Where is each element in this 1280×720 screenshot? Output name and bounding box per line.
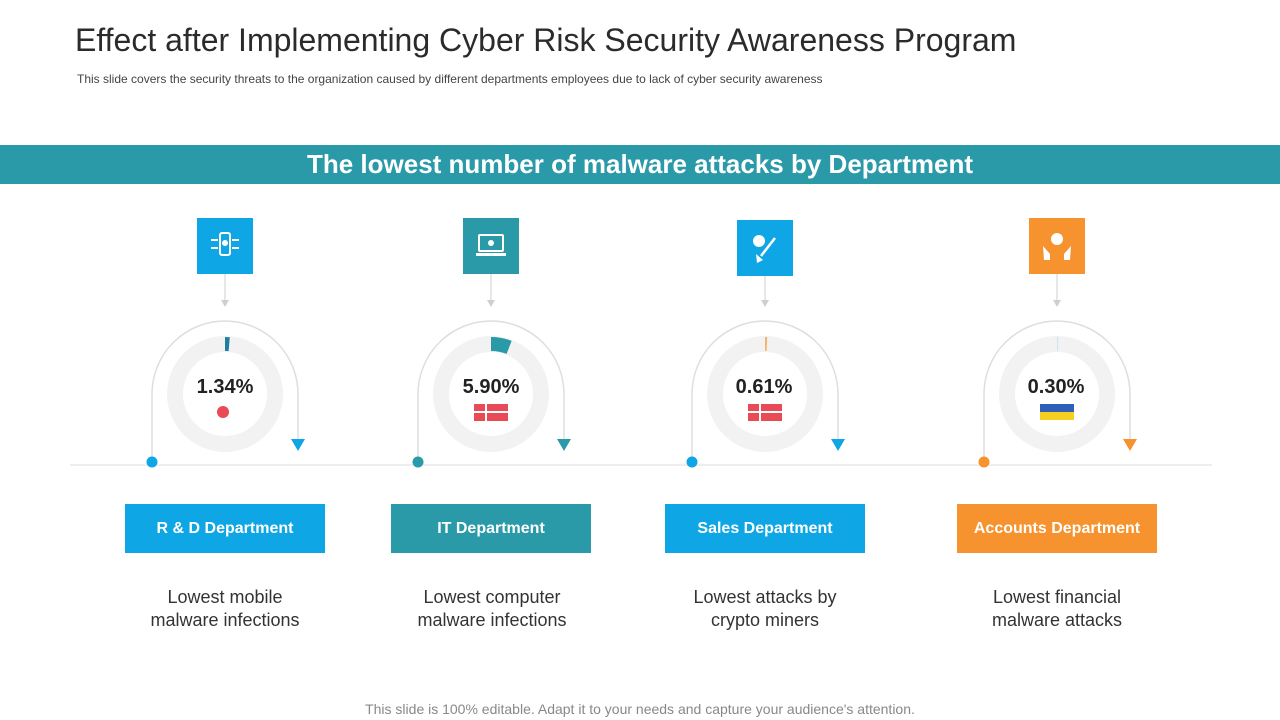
gauge-arrowhead — [291, 439, 305, 451]
crypto-mining-icon — [737, 220, 793, 276]
percent-value: 0.61% — [735, 376, 793, 398]
money-hands-icon — [1029, 218, 1085, 274]
department-label: R & D Department — [125, 504, 325, 553]
banner-text: The lowest number of malware attacks by … — [306, 149, 974, 179]
percent-value: 1.34% — [196, 376, 254, 398]
timeline-dot — [146, 456, 158, 468]
description-line: crypto miners — [710, 610, 820, 630]
footer-note: This slide is 100% editable. Adapt it to… — [365, 701, 915, 717]
section-banner: The lowest number of malware attacks by … — [0, 145, 1280, 184]
gauge-arch — [417, 320, 565, 462]
gauge-arch — [691, 320, 839, 462]
gauge-arch — [983, 320, 1131, 462]
connector-arrowhead — [761, 300, 769, 307]
description-line: malware infections — [417, 610, 567, 630]
page-title: Effect after Implementing Cyber Risk Sec… — [75, 22, 1017, 58]
percent-value: 0.30% — [1027, 376, 1085, 398]
laptop-bug-icon — [463, 218, 519, 274]
department-description: Lowest computer malware infections — [372, 586, 612, 632]
percent-value: 5.90% — [462, 376, 520, 398]
gauge-progress-arc — [490, 337, 512, 355]
timeline-baseline — [70, 464, 1212, 466]
page-subtitle: This slide covers the security threats t… — [77, 72, 823, 86]
department-description: Lowest attacks by crypto miners — [645, 586, 885, 632]
flag-stripe — [759, 404, 761, 421]
flag-blue-band — [1040, 404, 1074, 412]
timeline-dot — [686, 456, 698, 468]
timeline-dot — [978, 456, 990, 468]
description-line: Lowest financial — [992, 587, 1122, 607]
description-line: Lowest mobile — [167, 587, 283, 607]
gauge-arrowhead — [831, 439, 845, 451]
gauge-arch — [151, 320, 299, 462]
description-line: malware attacks — [991, 610, 1123, 630]
gauge-arrowhead — [1123, 439, 1137, 451]
department-label: Accounts Department — [957, 504, 1157, 553]
department-description: Lowest financial malware attacks — [937, 586, 1177, 632]
flag-stripe — [474, 411, 508, 413]
timeline-dot — [412, 456, 424, 468]
connector-arrowhead — [221, 300, 229, 307]
description-line: Lowest attacks by — [693, 587, 837, 607]
connector-arrowhead — [487, 300, 495, 307]
connector-arrowhead — [1053, 300, 1061, 307]
department-description: Lowest mobile malware infections — [105, 586, 345, 632]
flag-stripe — [485, 404, 487, 421]
department-label: IT Department — [391, 504, 591, 553]
description-line: malware infections — [150, 610, 300, 630]
mobile-bug-icon — [197, 218, 253, 274]
flag-stripe — [748, 411, 782, 413]
red-dot-icon — [217, 406, 229, 418]
description-line: Lowest computer — [423, 587, 561, 607]
department-label: Sales Department — [665, 504, 865, 553]
flag-yellow-band — [1040, 412, 1074, 420]
gauge-arrowhead — [557, 439, 571, 451]
